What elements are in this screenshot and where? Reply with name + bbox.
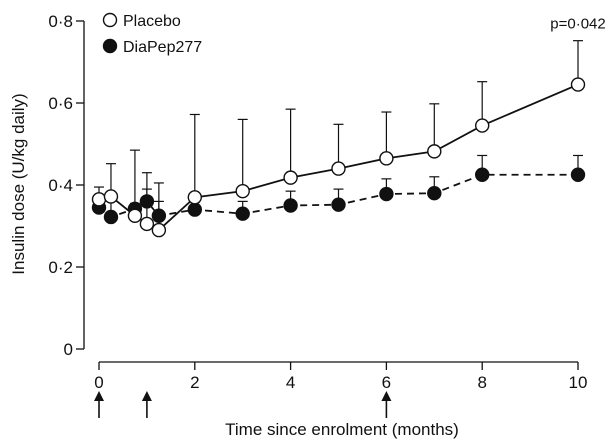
placebo-legend-marker [102, 12, 118, 28]
y-tick-label: 0·8 [48, 12, 73, 31]
x-tick-label: 6 [382, 373, 391, 392]
placebo-point [91, 192, 107, 207]
x-tick-label: 10 [569, 373, 588, 392]
dose-arrows [94, 391, 392, 418]
y-axis-label: Insulin dose (U/kg daily) [9, 93, 28, 274]
placebo-point [187, 190, 203, 205]
y-tick-label: 0 [64, 340, 73, 359]
axes: 0 0·2 0·4 0·6 0·8 0 2 4 6 8 10 [48, 12, 587, 392]
legend: Placebo DiaPep277 [102, 12, 202, 56]
placebo-point [331, 161, 346, 176]
diapep277-point [151, 208, 167, 223]
placebo-point [235, 183, 250, 199]
diapep277-point [139, 194, 155, 209]
placebo-point [283, 170, 298, 185]
diapep277-legend-label: DiaPep277 [123, 39, 202, 56]
data-markers [91, 77, 586, 238]
error-bars [94, 40, 583, 231]
diapep277-point [331, 197, 346, 212]
diapep277-point [103, 209, 119, 225]
x-tick-label: 2 [190, 373, 199, 392]
x-tick-label: 0 [94, 373, 103, 392]
y-tick-label: 0·2 [48, 258, 73, 277]
annotations: p=0·042 [550, 16, 605, 33]
placebo-point [139, 216, 155, 232]
diapep277-point [283, 198, 298, 213]
placebo-point [379, 151, 394, 166]
x-tick-label: 8 [477, 373, 486, 392]
dose-arrow-head [381, 391, 392, 401]
placebo-legend-label: Placebo [123, 13, 181, 30]
diapep277-point [427, 185, 442, 201]
p-value-annotation: p=0·042 [550, 16, 605, 33]
placebo-point [475, 118, 490, 133]
placebo-point [151, 222, 167, 238]
diapep277-point [187, 202, 203, 217]
placebo-point [570, 77, 586, 92]
diapep277-point [570, 167, 586, 182]
placebo-point [103, 189, 119, 204]
diapep277-legend-marker [102, 38, 118, 54]
diapep277-point [475, 167, 490, 182]
placebo-point [127, 208, 143, 223]
y-tick-label: 0·6 [48, 94, 73, 113]
dose-arrow-head [141, 391, 152, 401]
diapep277-point [235, 206, 250, 221]
y-tick-label: 0·4 [48, 176, 73, 195]
placebo-point [427, 144, 442, 159]
diapep277-point [379, 186, 394, 202]
dose-arrow-head [94, 391, 104, 401]
x-tick-label: 4 [286, 373, 295, 392]
x-axis-label: Time since enrolment (months) [225, 420, 459, 439]
